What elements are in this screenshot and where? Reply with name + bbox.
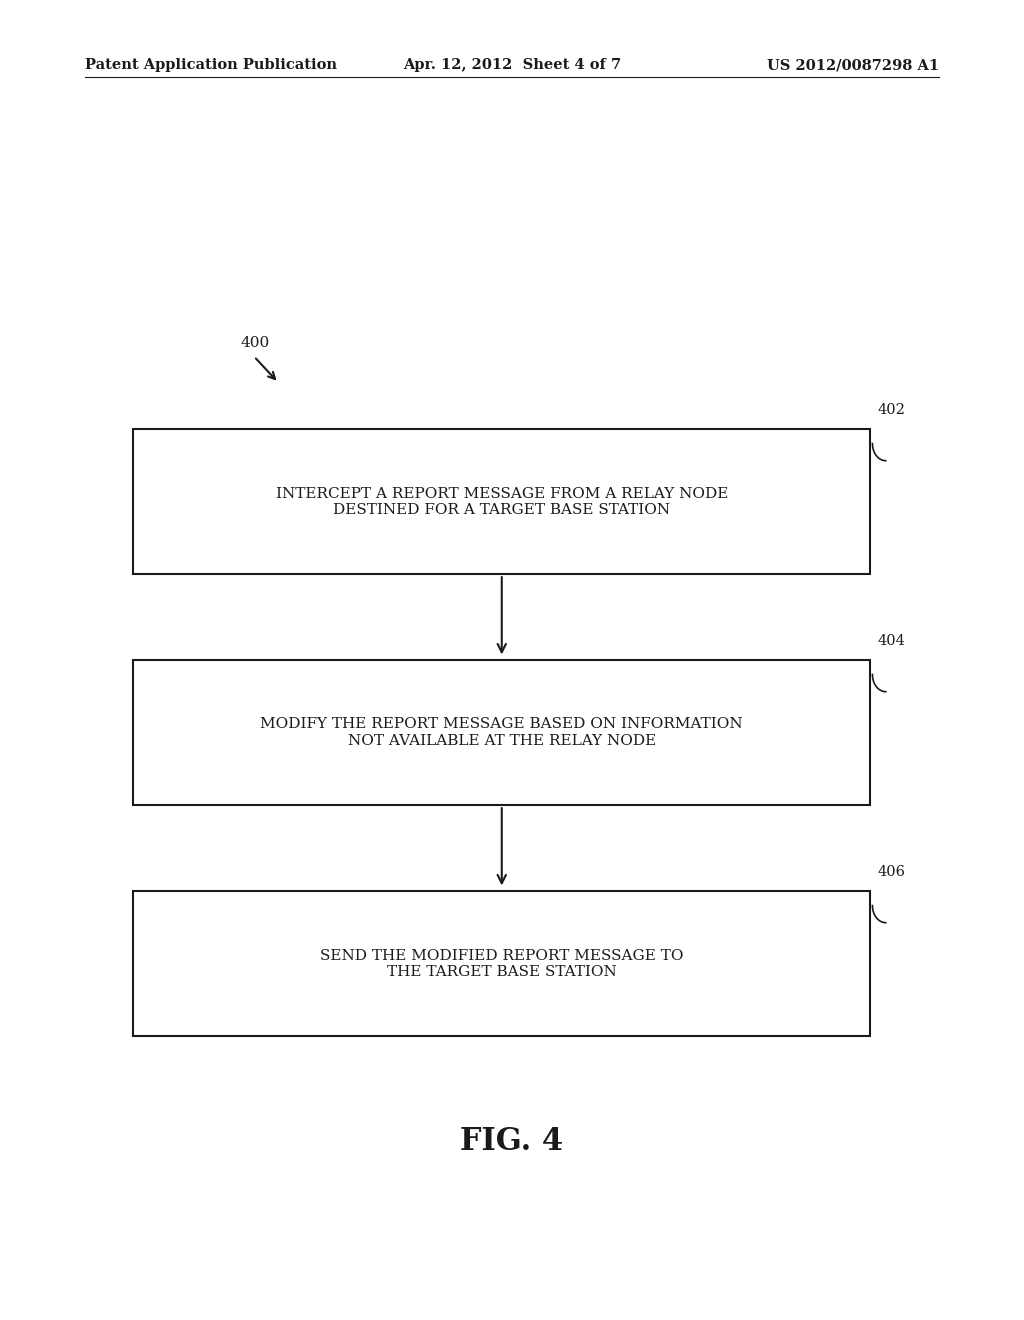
Bar [133,429,870,574]
Text: 406: 406 [878,865,905,879]
Text: FIG. 4: FIG. 4 [461,1126,563,1158]
Text: US 2012/0087298 A1: US 2012/0087298 A1 [767,58,939,73]
Text: 404: 404 [878,634,905,648]
Text: SEND THE MODIFIED REPORT MESSAGE TO
THE TARGET BASE STATION: SEND THE MODIFIED REPORT MESSAGE TO THE … [321,949,683,978]
Text: Patent Application Publication: Patent Application Publication [85,58,337,73]
Text: Apr. 12, 2012  Sheet 4 of 7: Apr. 12, 2012 Sheet 4 of 7 [402,58,622,73]
Text: INTERCEPT A REPORT MESSAGE FROM A RELAY NODE
DESTINED FOR A TARGET BASE STATION: INTERCEPT A REPORT MESSAGE FROM A RELAY … [275,487,728,516]
Text: MODIFY THE REPORT MESSAGE BASED ON INFORMATION
NOT AVAILABLE AT THE RELAY NODE: MODIFY THE REPORT MESSAGE BASED ON INFOR… [260,718,743,747]
Text: 400: 400 [241,335,270,350]
Bar [133,891,870,1036]
Text: 402: 402 [878,403,905,417]
Bar [133,660,870,805]
